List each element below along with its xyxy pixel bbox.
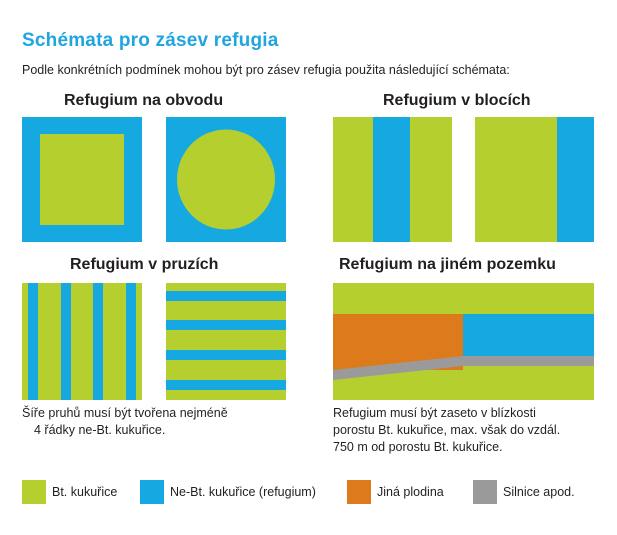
legend-item-other-crop: Jiná plodina <box>347 478 444 506</box>
other-field-note-line-3: 750 m od porostu Bt. kukuřice. <box>333 440 503 454</box>
section-title-other-field: Refugium na jiném pozemku <box>339 256 556 273</box>
other-field-note: Refugium musí být zaseto v blízkosti por… <box>333 405 560 456</box>
legend-label-non-bt-corn: Ne-Bt. kukuřice (refugium) <box>170 485 316 499</box>
strips-note: Šíře pruhů musí být tvořena nejméně 4 řá… <box>22 405 228 439</box>
legend-item-road: Silnice apod. <box>473 478 575 506</box>
strips-vertical-refuge-3 <box>93 283 103 400</box>
strips-vertical-refuge-1 <box>28 283 38 400</box>
section-title-blocks: Refugium v blocích <box>383 92 531 109</box>
strips-horizontal-refuge-3 <box>166 350 286 360</box>
perimeter-square-bt <box>40 134 124 225</box>
section-title-perimeter: Refugium na obvodu <box>64 92 224 109</box>
strips-vertical-refuge-2 <box>61 283 71 400</box>
blocks-field2-refuge <box>557 117 594 242</box>
legend-swatch-other-crop <box>347 480 371 504</box>
legend-item-non-bt-corn: Ne-Bt. kukuřice (refugium) <box>140 478 316 506</box>
strips-horizontal-refuge-4 <box>166 380 286 390</box>
page-title: Schémata pro zásev refugia <box>22 30 279 51</box>
strips-vertical-refuge-4 <box>126 283 136 400</box>
legend-swatch-road <box>473 480 497 504</box>
other-field-refuge <box>463 314 594 356</box>
strips-horizontal-refuge-1 <box>166 291 286 301</box>
strips-diagram <box>22 283 286 400</box>
legend-label-other-crop: Jiná plodina <box>377 485 444 499</box>
strips-note-line-1: Šíře pruhů musí být tvořena nejméně <box>22 406 228 420</box>
legend-label-bt-corn: Bt. kukuřice <box>52 485 118 499</box>
strips-horizontal-refuge-2 <box>166 320 286 330</box>
legend-label-road: Silnice apod. <box>503 485 575 499</box>
perimeter-circle-bt <box>177 129 275 230</box>
legend-swatch-non-bt-corn <box>140 480 164 504</box>
legend-swatch-bt-corn <box>22 480 46 504</box>
strips-vertical-field <box>22 283 142 400</box>
intro-text: Podle konkrétních podmínek mohou být pro… <box>22 63 510 77</box>
strips-note-line-2: 4 řádky ne-Bt. kukuřice. <box>34 423 166 437</box>
legend-item-bt-corn: Bt. kukuřice <box>22 478 117 506</box>
section-title-strips: Refugium v pruzích <box>70 256 219 273</box>
perimeter-diagram <box>22 117 286 242</box>
blocks-diagram <box>333 117 594 242</box>
other-field-note-line-1: Refugium musí být zaseto v blízkosti <box>333 406 536 420</box>
blocks-field1-refuge <box>373 117 410 242</box>
other-field-diagram <box>333 283 594 400</box>
other-field-note-line-2: porostu Bt. kukuřice, max. však do vzdál… <box>333 423 561 437</box>
other-field-road <box>333 356 594 380</box>
